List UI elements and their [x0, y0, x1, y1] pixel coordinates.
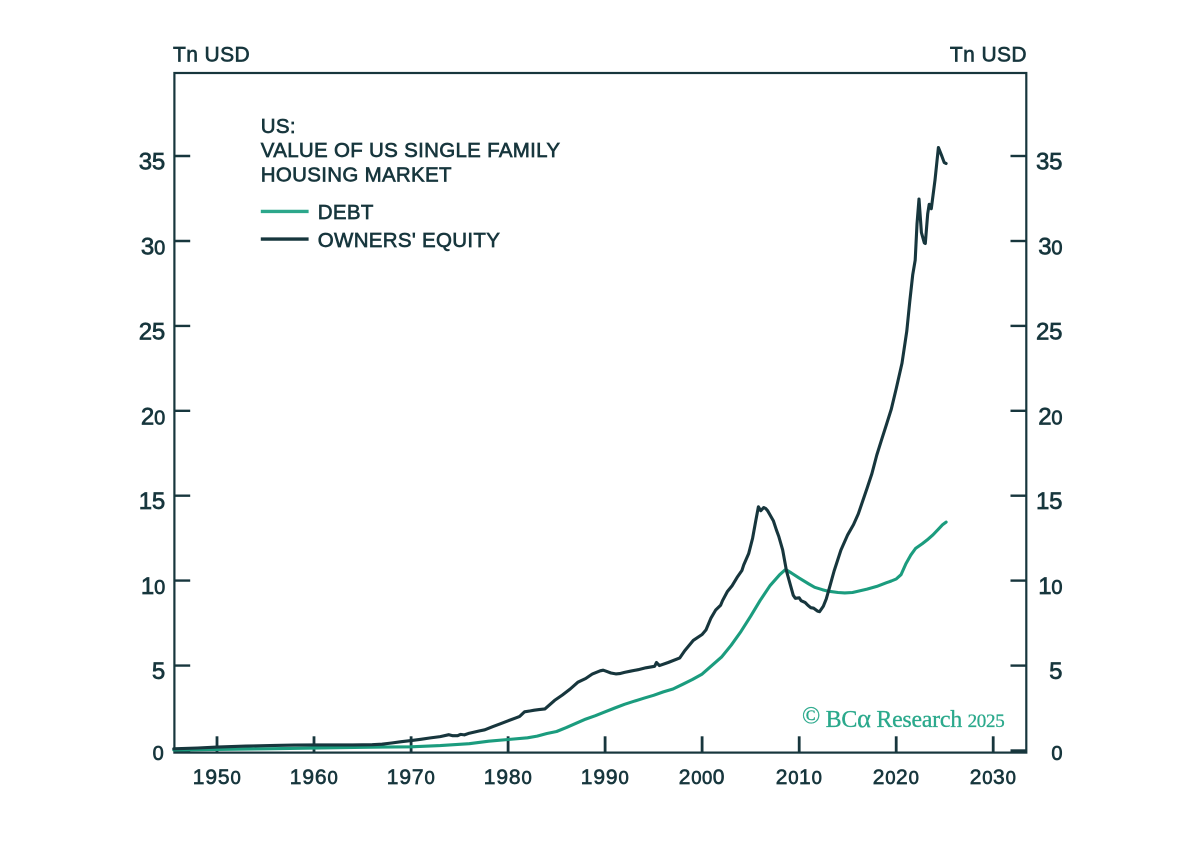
svg-text:2000: 2000 — [679, 766, 726, 789]
svg-text:1950: 1950 — [193, 766, 241, 789]
svg-text:2020: 2020 — [873, 766, 920, 789]
svg-text:1990: 1990 — [581, 766, 629, 789]
svg-text:20: 20 — [141, 403, 165, 430]
svg-text:0: 0 — [153, 743, 164, 765]
svg-text:Tn USD: Tn USD — [950, 44, 1027, 67]
svg-text:Tn USD: Tn USD — [173, 44, 250, 67]
svg-text:5: 5 — [1049, 658, 1062, 685]
svg-text:25: 25 — [1036, 318, 1062, 345]
svg-text:DEBT: DEBT — [318, 201, 374, 224]
svg-text:2030: 2030 — [970, 766, 1017, 789]
svg-text:1970: 1970 — [387, 766, 435, 789]
svg-text:US:: US: — [261, 115, 296, 138]
svg-text:10: 10 — [1038, 573, 1062, 600]
svg-text:5: 5 — [152, 658, 165, 685]
svg-text:20: 20 — [1038, 403, 1062, 430]
svg-text:1960: 1960 — [290, 766, 338, 789]
svg-text:30: 30 — [141, 234, 165, 261]
svg-text:VALUE OF US SINGLE FAMILY: VALUE OF US SINGLE FAMILY — [261, 139, 561, 162]
svg-text:15: 15 — [1036, 488, 1062, 515]
svg-text:OWNERS' EQUITY: OWNERS' EQUITY — [318, 229, 500, 252]
svg-text:35: 35 — [139, 149, 165, 176]
svg-text:1980: 1980 — [484, 766, 532, 789]
svg-text:30: 30 — [1038, 234, 1062, 261]
svg-text:35: 35 — [1036, 149, 1062, 176]
svg-text:2010: 2010 — [776, 766, 823, 789]
svg-text:15: 15 — [139, 488, 165, 515]
svg-text:HOUSING MARKET: HOUSING MARKET — [261, 164, 452, 187]
svg-text:0: 0 — [1051, 743, 1062, 765]
svg-text:10: 10 — [141, 573, 165, 600]
svg-text:25: 25 — [139, 318, 165, 345]
